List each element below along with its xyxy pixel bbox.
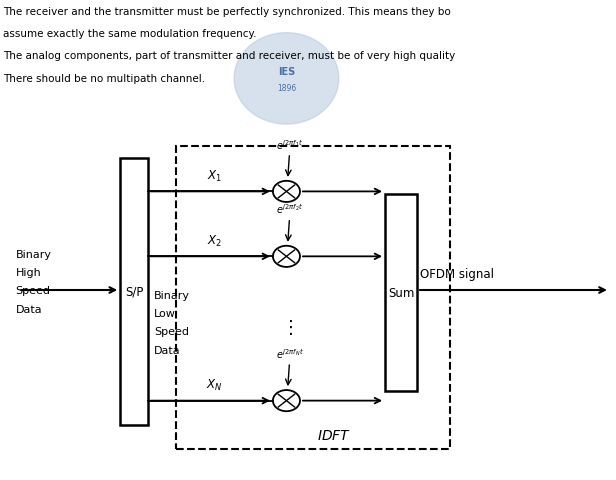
Bar <box>176 146 450 449</box>
Text: Binary: Binary <box>154 290 190 300</box>
Text: Speed: Speed <box>15 286 51 296</box>
Text: Low: Low <box>154 309 176 318</box>
Text: $X_1$: $X_1$ <box>207 168 222 183</box>
Text: $e^{j2\pi f_2 t}$: $e^{j2\pi f_2 t}$ <box>276 202 303 216</box>
Text: Binary: Binary <box>15 250 51 259</box>
Text: S/P: S/P <box>125 285 143 298</box>
Text: $X_2$: $X_2$ <box>207 233 222 248</box>
Text: assume exactly the same modulation frequency.: assume exactly the same modulation frequ… <box>3 29 257 39</box>
Text: $X_N$: $X_N$ <box>206 377 222 392</box>
Text: The analog components, part of transmitter and receiver, must be of very high qu: The analog components, part of transmitt… <box>3 50 455 60</box>
Text: IES: IES <box>278 67 295 77</box>
Text: Speed: Speed <box>154 327 189 336</box>
Text: $e^{j2\pi f_1 t}$: $e^{j2\pi f_1 t}$ <box>276 137 303 151</box>
Text: There should be no multipath channel.: There should be no multipath channel. <box>3 73 205 84</box>
Text: Data: Data <box>15 304 42 314</box>
Text: Data: Data <box>154 345 180 355</box>
Text: OFDM signal: OFDM signal <box>420 267 494 280</box>
Text: Sum: Sum <box>388 286 414 300</box>
Bar <box>120 158 148 425</box>
Text: High: High <box>15 268 41 277</box>
Ellipse shape <box>234 34 339 125</box>
Bar <box>385 194 417 391</box>
Text: $e^{j2\pi f_N t}$: $e^{j2\pi f_N t}$ <box>275 346 304 360</box>
Text: 1896: 1896 <box>277 84 296 93</box>
Text: $\vdots$: $\vdots$ <box>280 317 293 336</box>
Text: The receiver and the transmitter must be perfectly synchronized. This means they: The receiver and the transmitter must be… <box>3 7 451 17</box>
Text: $\mathbf{\mathit{IDFT}}$: $\mathbf{\mathit{IDFT}}$ <box>317 428 352 442</box>
